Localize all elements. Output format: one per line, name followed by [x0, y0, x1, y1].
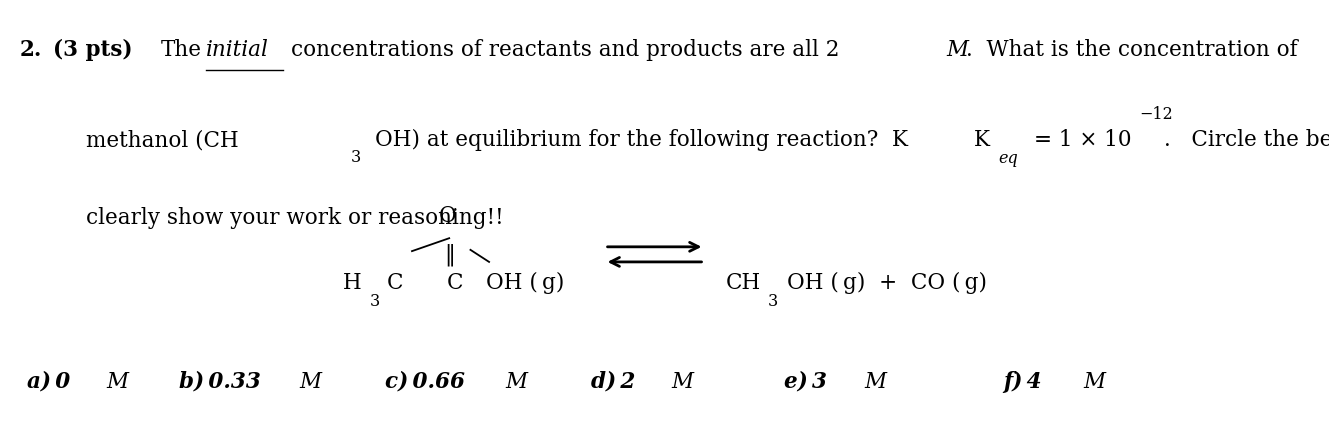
Text: −12: −12: [1139, 105, 1172, 122]
Text: .   Circle the best answer and: . Circle the best answer and: [1164, 129, 1329, 151]
Text: H: H: [343, 271, 361, 293]
Text: f) 4: f) 4: [1003, 370, 1050, 392]
Text: OH ( g)  +  CO ( g): OH ( g) + CO ( g): [787, 271, 986, 293]
Text: methanol (CH: methanol (CH: [86, 129, 239, 151]
Text: K: K: [974, 129, 990, 151]
Text: concentrations of reactants and products are all 2: concentrations of reactants and products…: [291, 39, 840, 61]
Text: M: M: [1083, 370, 1106, 392]
Text: M: M: [299, 370, 322, 392]
Text: M: M: [106, 370, 129, 392]
Text: b) 0.33: b) 0.33: [179, 370, 268, 392]
Text: M: M: [671, 370, 694, 392]
Text: OH) at equilibrium for the following reaction?  K: OH) at equilibrium for the following rea…: [375, 129, 908, 151]
Text: (3 pts): (3 pts): [53, 39, 133, 61]
Text: d) 2: d) 2: [591, 370, 643, 392]
Text: M: M: [505, 370, 528, 392]
Text: eq: eq: [998, 150, 1018, 166]
Text: initial: initial: [206, 39, 268, 61]
Text: = 1 × 10: = 1 × 10: [1034, 129, 1131, 151]
Text: C: C: [387, 271, 403, 293]
Text: 3: 3: [369, 292, 380, 309]
Text: C: C: [447, 271, 462, 293]
Text: The: The: [161, 39, 202, 61]
Text: ‖: ‖: [444, 243, 455, 265]
Text: a) 0: a) 0: [27, 370, 77, 392]
Text: e) 3: e) 3: [784, 370, 835, 392]
Text: 2.: 2.: [20, 39, 43, 61]
Text: O: O: [439, 204, 456, 226]
Text: 3: 3: [768, 292, 779, 309]
Text: c) 0.66: c) 0.66: [385, 370, 473, 392]
Text: .  What is the concentration of: . What is the concentration of: [966, 39, 1298, 61]
Text: clearly show your work or reasoning!!: clearly show your work or reasoning!!: [86, 206, 504, 228]
Text: 3: 3: [351, 148, 361, 165]
Text: CH: CH: [726, 271, 762, 293]
Text: M: M: [946, 39, 969, 61]
Text: M: M: [864, 370, 886, 392]
Text: OH ( g): OH ( g): [486, 271, 565, 293]
